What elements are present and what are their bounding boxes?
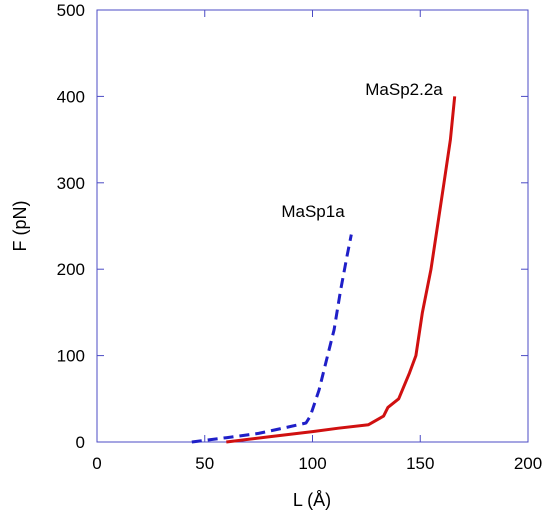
y-axis-ticks: 0 100 200 300 400 500: [57, 1, 528, 452]
x-tick-label: 150: [406, 454, 434, 473]
x-axis-ticks: 0 50 100 150 200: [92, 10, 542, 473]
y-tick-label: 200: [57, 260, 85, 279]
x-axis-label: L (Å): [293, 490, 331, 510]
y-tick-label: 300: [57, 174, 85, 193]
y-tick-label: 500: [57, 1, 85, 20]
series-line-masp2-2a: [226, 96, 457, 444]
x-tick-label: 50: [195, 454, 214, 473]
x-tick-label: 0: [92, 454, 101, 473]
x-tick-label: 200: [514, 454, 542, 473]
annotation-layer: MaSp1a MaSp2.2a: [281, 80, 443, 221]
series-label-masp2-2a: MaSp2.2a: [365, 80, 443, 99]
plot-frame: [96, 9, 529, 443]
x-tick-label: 100: [298, 454, 326, 473]
y-tick-label: 0: [76, 433, 85, 452]
series-line-masp1a: [191, 234, 353, 444]
series-label-masp1a: MaSp1a: [281, 202, 345, 221]
y-tick-label: 100: [57, 347, 85, 366]
y-tick-label: 400: [57, 87, 85, 106]
series-layer: [191, 96, 457, 444]
y-axis-label: F (pN): [10, 201, 30, 252]
